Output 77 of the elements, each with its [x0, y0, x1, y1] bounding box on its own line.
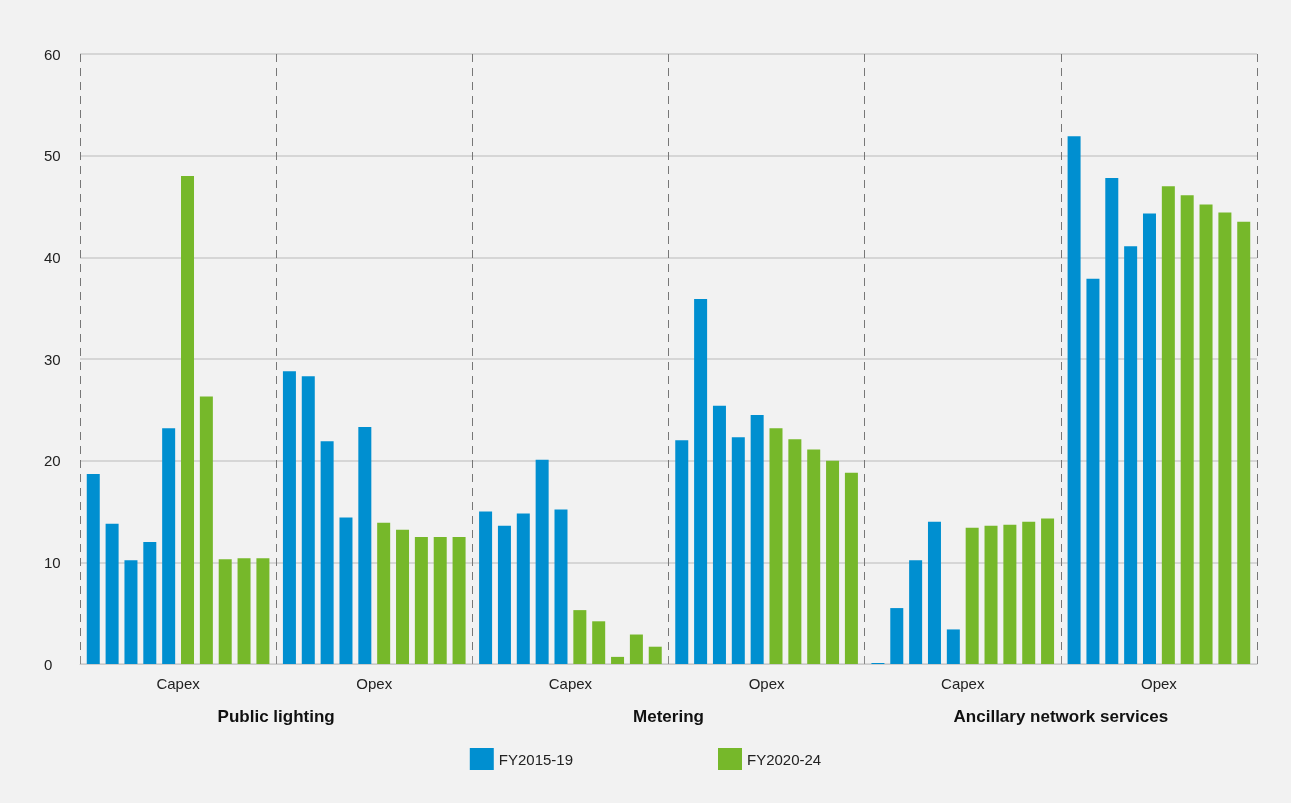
bar [554, 509, 568, 664]
bar [1237, 221, 1251, 664]
bar [573, 610, 587, 664]
bar [984, 525, 998, 664]
legend-label: FY2020-24 [747, 750, 822, 768]
text: Metering [633, 706, 704, 726]
bar [358, 427, 372, 664]
bar [1022, 521, 1036, 664]
x-tick-label: Capex [941, 675, 985, 692]
bar [1142, 213, 1156, 664]
bar [497, 525, 511, 664]
bar [1180, 195, 1194, 664]
bar [1105, 178, 1119, 664]
bar [105, 523, 119, 664]
bar [452, 536, 466, 664]
bar [927, 521, 941, 664]
bar [694, 299, 708, 664]
bar [301, 376, 315, 664]
bar [769, 428, 783, 664]
bar [750, 414, 764, 664]
y-tick-label: 50 [44, 147, 61, 165]
bar [516, 513, 530, 664]
bar [162, 428, 176, 664]
x-tick-label: Capex [548, 675, 593, 692]
x-tick-label: Opex [356, 675, 393, 692]
bar [788, 439, 802, 664]
bar [1003, 524, 1017, 664]
x-tick-label: Capex [156, 675, 201, 692]
bar [320, 441, 334, 664]
bar [396, 529, 410, 664]
bar [181, 176, 195, 664]
x-tick-label: Opex [1140, 675, 1178, 692]
bar [909, 560, 923, 664]
bar [648, 646, 662, 664]
y-tick-label: 30 [44, 350, 61, 368]
bar [1124, 246, 1138, 664]
y-tick-label: 10 [44, 553, 61, 571]
bar [629, 634, 643, 664]
bar [844, 472, 858, 664]
bar [479, 511, 493, 664]
bar [965, 527, 979, 664]
bar [218, 559, 232, 664]
y-tick-label: 0 [44, 655, 53, 673]
bar [143, 542, 157, 664]
bar [237, 558, 251, 664]
y-tick-label: 40 [44, 248, 61, 266]
bar [890, 608, 904, 664]
bar [282, 371, 296, 664]
bar [339, 517, 353, 664]
bar [86, 473, 100, 664]
bar [1086, 278, 1100, 664]
bar [731, 437, 745, 664]
bar [946, 629, 960, 664]
bar [1067, 136, 1081, 664]
bar [124, 560, 138, 664]
bar [256, 558, 270, 664]
y-tick-label: 20 [44, 452, 61, 470]
legend-label: FY2015-19 [498, 750, 573, 768]
bar [1218, 212, 1232, 664]
x-tick-label: Opex [748, 675, 786, 692]
text: Public lighting [217, 706, 335, 726]
bar [433, 536, 447, 664]
bar [1161, 186, 1175, 664]
bar [1199, 204, 1213, 664]
bar [199, 396, 213, 664]
bar [592, 621, 606, 664]
bar [611, 656, 625, 664]
y-tick-label: 60 [44, 45, 61, 63]
bar [675, 440, 689, 664]
bar [414, 536, 428, 664]
bar [535, 459, 549, 664]
text: Ancillary network services [953, 706, 1169, 726]
bar [1041, 518, 1055, 664]
bar [826, 460, 840, 664]
bar [712, 405, 726, 664]
bar [377, 522, 391, 664]
bar [807, 449, 821, 664]
